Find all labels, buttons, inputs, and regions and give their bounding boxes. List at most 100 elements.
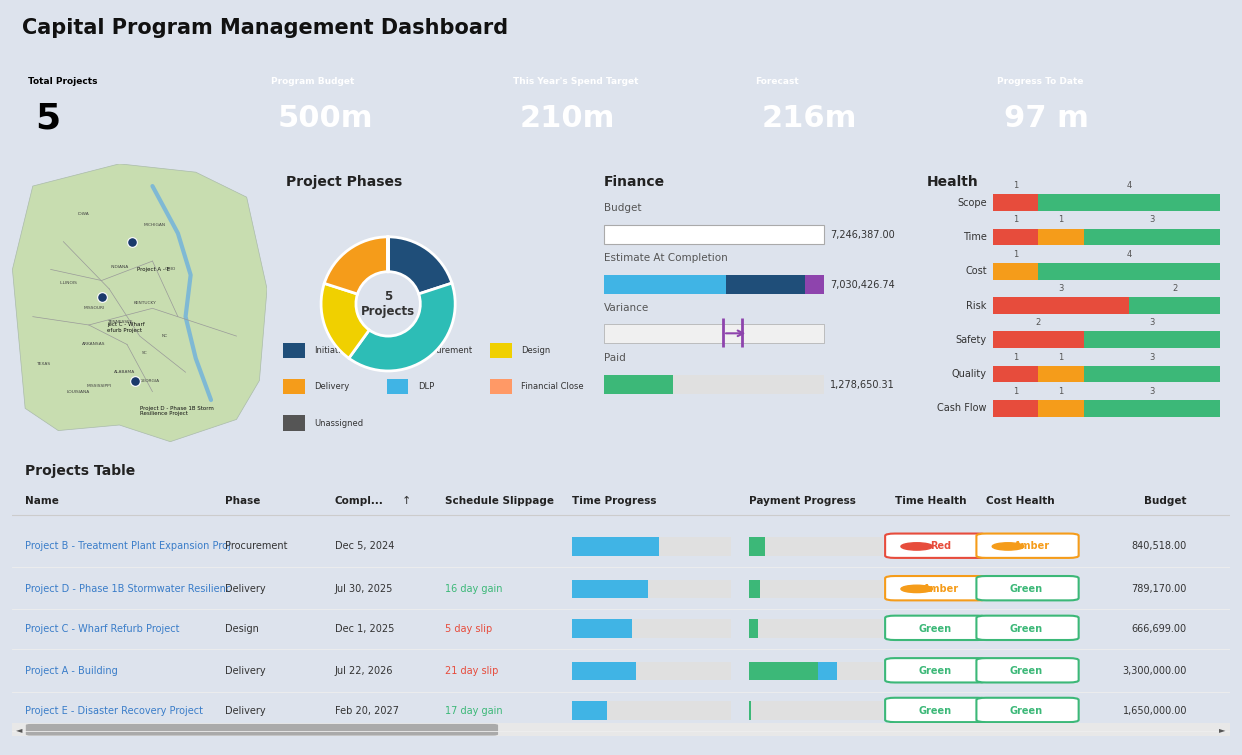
FancyBboxPatch shape bbox=[1084, 365, 1220, 382]
Circle shape bbox=[900, 585, 933, 593]
FancyBboxPatch shape bbox=[749, 538, 765, 556]
Text: Forecast: Forecast bbox=[755, 78, 799, 87]
Text: Dec 1, 2025: Dec 1, 2025 bbox=[335, 624, 395, 633]
Text: Paid: Paid bbox=[604, 353, 626, 363]
Text: MISSOURI: MISSOURI bbox=[83, 307, 104, 310]
Text: 210m: 210m bbox=[519, 103, 615, 133]
Text: 3: 3 bbox=[1149, 319, 1155, 328]
Text: Capital Program Management Dashboard: Capital Program Management Dashboard bbox=[22, 18, 508, 39]
FancyBboxPatch shape bbox=[749, 701, 883, 720]
Text: MICHIGAN: MICHIGAN bbox=[144, 223, 166, 227]
FancyBboxPatch shape bbox=[749, 662, 883, 680]
Text: Scope: Scope bbox=[958, 198, 986, 208]
FancyBboxPatch shape bbox=[1038, 365, 1084, 382]
Text: Variance: Variance bbox=[604, 303, 650, 313]
FancyBboxPatch shape bbox=[994, 400, 1038, 417]
Text: Unassigned: Unassigned bbox=[314, 418, 364, 427]
Text: Project E - Disaster Recovery Project: Project E - Disaster Recovery Project bbox=[25, 706, 202, 716]
Text: ARKANSAS: ARKANSAS bbox=[82, 343, 106, 347]
Text: Jul 22, 2026: Jul 22, 2026 bbox=[335, 666, 394, 676]
Text: KENTUCKY: KENTUCKY bbox=[133, 300, 156, 305]
Text: INDIANA: INDIANA bbox=[111, 265, 128, 269]
Text: Safety: Safety bbox=[955, 334, 986, 345]
Wedge shape bbox=[349, 283, 455, 371]
Text: 4: 4 bbox=[1126, 250, 1131, 259]
Text: Time Progress: Time Progress bbox=[573, 496, 657, 506]
Text: Project Phases: Project Phases bbox=[287, 175, 402, 189]
Text: Design: Design bbox=[225, 624, 260, 633]
Bar bbox=[386, 343, 409, 359]
Text: Cash Flow: Cash Flow bbox=[938, 403, 986, 413]
Text: 5: 5 bbox=[35, 101, 61, 135]
Text: Design: Design bbox=[522, 347, 550, 356]
Polygon shape bbox=[12, 164, 267, 442]
FancyBboxPatch shape bbox=[886, 534, 987, 558]
FancyBboxPatch shape bbox=[749, 538, 883, 556]
Text: Phase: Phase bbox=[225, 496, 261, 506]
FancyBboxPatch shape bbox=[976, 658, 1078, 683]
Text: 500m: 500m bbox=[277, 103, 373, 133]
Text: ↑: ↑ bbox=[402, 496, 411, 506]
Text: Amber: Amber bbox=[1015, 541, 1051, 551]
FancyBboxPatch shape bbox=[573, 538, 660, 556]
FancyBboxPatch shape bbox=[749, 619, 758, 638]
FancyBboxPatch shape bbox=[994, 297, 1129, 314]
Text: GEORGIA: GEORGIA bbox=[140, 378, 160, 383]
Bar bbox=[386, 379, 409, 394]
FancyBboxPatch shape bbox=[573, 580, 730, 598]
FancyBboxPatch shape bbox=[573, 701, 730, 720]
FancyBboxPatch shape bbox=[886, 698, 987, 722]
Text: ◄: ◄ bbox=[16, 726, 22, 735]
FancyBboxPatch shape bbox=[1038, 263, 1220, 279]
Text: This Year's Spend Target: This Year's Spend Target bbox=[513, 78, 638, 87]
Text: 1: 1 bbox=[1058, 353, 1063, 362]
FancyBboxPatch shape bbox=[976, 576, 1078, 600]
Text: Procurement: Procurement bbox=[417, 347, 472, 356]
Text: DLP: DLP bbox=[417, 383, 435, 391]
FancyBboxPatch shape bbox=[994, 263, 1038, 279]
Text: Time Health: Time Health bbox=[894, 496, 966, 506]
FancyBboxPatch shape bbox=[1038, 229, 1084, 245]
Bar bbox=[489, 379, 512, 394]
Text: IOWA: IOWA bbox=[78, 212, 89, 216]
Bar bbox=[283, 415, 306, 430]
Wedge shape bbox=[324, 237, 388, 294]
Text: NC: NC bbox=[161, 334, 169, 338]
Text: Project B - Treatment Plant Expansion Proj: Project B - Treatment Plant Expansion Pr… bbox=[25, 541, 230, 551]
Text: Time: Time bbox=[963, 232, 986, 242]
Bar bbox=[283, 379, 306, 394]
Text: Project A - Building: Project A - Building bbox=[25, 666, 117, 676]
Text: 5 day slip: 5 day slip bbox=[445, 624, 492, 633]
FancyBboxPatch shape bbox=[994, 194, 1038, 211]
Text: Delivery: Delivery bbox=[225, 706, 266, 716]
Text: MISSISSIPPI: MISSISSIPPI bbox=[87, 384, 112, 388]
Text: Green: Green bbox=[1010, 666, 1043, 676]
Text: Green: Green bbox=[1010, 624, 1043, 633]
FancyBboxPatch shape bbox=[1084, 400, 1220, 417]
Text: Dec 5, 2024: Dec 5, 2024 bbox=[335, 541, 395, 551]
Text: Compl...: Compl... bbox=[335, 496, 384, 506]
Text: 3: 3 bbox=[1058, 284, 1064, 293]
Text: Risk: Risk bbox=[966, 300, 986, 310]
Text: 840,518.00: 840,518.00 bbox=[1131, 541, 1187, 551]
Text: Project D - Phase 1B Storm
Resilience Project: Project D - Phase 1B Storm Resilience Pr… bbox=[139, 405, 214, 416]
FancyBboxPatch shape bbox=[1038, 400, 1084, 417]
Text: Procurement: Procurement bbox=[225, 541, 288, 551]
Text: Jul 30, 2025: Jul 30, 2025 bbox=[335, 584, 394, 594]
Text: Initiation: Initiation bbox=[314, 347, 351, 356]
Text: Schedule Slippage: Schedule Slippage bbox=[445, 496, 554, 506]
Text: Delivery: Delivery bbox=[225, 666, 266, 676]
Text: Cost: Cost bbox=[965, 267, 986, 276]
Bar bbox=[283, 343, 306, 359]
FancyBboxPatch shape bbox=[1084, 331, 1220, 348]
Text: Project A - E: Project A - E bbox=[137, 267, 170, 272]
FancyBboxPatch shape bbox=[976, 534, 1078, 558]
Text: 1: 1 bbox=[1058, 387, 1063, 396]
FancyBboxPatch shape bbox=[994, 331, 1084, 348]
FancyBboxPatch shape bbox=[749, 580, 760, 598]
FancyBboxPatch shape bbox=[12, 723, 1230, 736]
Text: Progress To Date: Progress To Date bbox=[997, 78, 1083, 87]
FancyBboxPatch shape bbox=[573, 619, 632, 638]
Text: 666,699.00: 666,699.00 bbox=[1131, 624, 1187, 633]
FancyBboxPatch shape bbox=[604, 225, 823, 245]
